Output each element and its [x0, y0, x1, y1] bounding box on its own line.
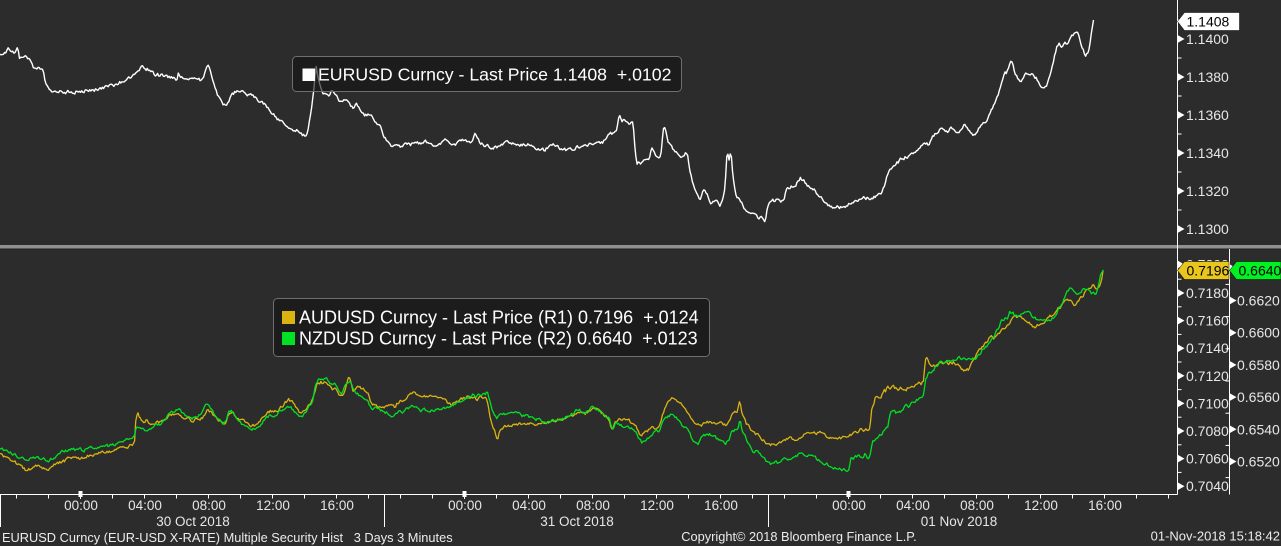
svg-text:12:00: 12:00 [1024, 498, 1058, 513]
svg-text:0.6520: 0.6520 [1237, 454, 1280, 470]
svg-text:0.7120: 0.7120 [1186, 368, 1229, 384]
svg-text:01 Nov 2018: 01 Nov 2018 [921, 514, 998, 529]
svg-text:30 Oct 2018: 30 Oct 2018 [156, 514, 230, 529]
svg-text:16:00: 16:00 [1088, 498, 1122, 513]
svg-text:Copyright© 2018 Bloomberg Fina: Copyright© 2018 Bloomberg Finance L.P. [681, 529, 916, 544]
svg-text:04:00: 04:00 [512, 498, 546, 513]
svg-text:1.1408: 1.1408 [1187, 14, 1230, 30]
svg-text:0.6540: 0.6540 [1237, 421, 1280, 437]
svg-text:0.7160: 0.7160 [1186, 313, 1229, 329]
svg-text:1.1380: 1.1380 [1186, 69, 1229, 85]
svg-text:0.6640: 0.6640 [1239, 263, 1281, 279]
svg-text:0.6580: 0.6580 [1237, 357, 1280, 373]
svg-text:0.7100: 0.7100 [1186, 395, 1229, 411]
svg-text:EURUSD Curncy (EUR-USD X-RATE): EURUSD Curncy (EUR-USD X-RATE) Multiple … [2, 530, 453, 545]
svg-text:0.6600: 0.6600 [1237, 325, 1280, 341]
svg-text:31 Oct 2018: 31 Oct 2018 [540, 514, 614, 529]
svg-text:00:00: 00:00 [64, 498, 98, 513]
svg-text:0.7080: 0.7080 [1186, 423, 1229, 439]
svg-text:AUDUSD Curncy - Last Price (R1: AUDUSD Curncy - Last Price (R1) 0.7196 +… [299, 308, 699, 328]
svg-text:1.1320: 1.1320 [1186, 183, 1229, 199]
svg-text:04:00: 04:00 [896, 498, 930, 513]
svg-text:00:00: 00:00 [832, 498, 866, 513]
svg-text:08:00: 08:00 [960, 498, 994, 513]
svg-text:08:00: 08:00 [576, 498, 610, 513]
svg-text:16:00: 16:00 [320, 498, 354, 513]
svg-text:12:00: 12:00 [256, 498, 290, 513]
svg-text:EURUSD Curncy - Last Price 1.1: EURUSD Curncy - Last Price 1.1408 +.0102 [318, 65, 671, 85]
svg-text:1.1400: 1.1400 [1186, 31, 1229, 47]
svg-text:1.1340: 1.1340 [1186, 145, 1229, 161]
svg-text:12:00: 12:00 [640, 498, 674, 513]
svg-text:0.7060: 0.7060 [1186, 451, 1229, 467]
svg-text:16:00: 16:00 [704, 498, 738, 513]
svg-text:01-Nov-2018 15:18:42: 01-Nov-2018 15:18:42 [1151, 529, 1280, 544]
svg-text:0.7140: 0.7140 [1186, 340, 1229, 356]
svg-text:0.7040: 0.7040 [1186, 478, 1229, 494]
svg-text:1.1360: 1.1360 [1186, 107, 1229, 123]
svg-text:1.1300: 1.1300 [1186, 221, 1229, 237]
svg-text:0.7180: 0.7180 [1186, 285, 1229, 301]
svg-text:08:00: 08:00 [192, 498, 226, 513]
svg-text:0.7196: 0.7196 [1187, 263, 1230, 279]
svg-text:00:00: 00:00 [448, 498, 482, 513]
svg-text:04:00: 04:00 [128, 498, 162, 513]
svg-text:0.6560: 0.6560 [1237, 389, 1280, 405]
svg-text:NZDUSD Curncy - Last Price (R2: NZDUSD Curncy - Last Price (R2) 0.6640 +… [299, 329, 698, 349]
svg-text:0.6620: 0.6620 [1237, 293, 1280, 309]
